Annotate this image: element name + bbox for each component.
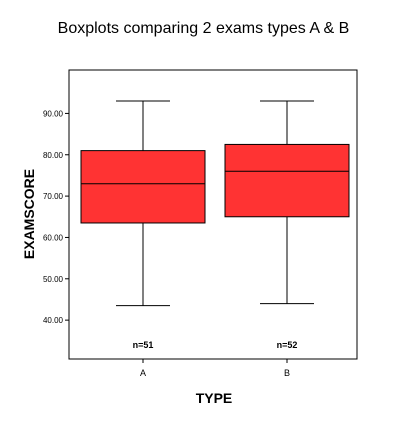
n-label: n=51 <box>133 340 154 350</box>
iqr-box <box>224 143 350 218</box>
iqr-box <box>80 150 206 224</box>
y-axis-label: EXAMSCORE <box>21 169 37 259</box>
x-tick-label: A <box>140 368 146 378</box>
y-tick-label: 90.00 <box>43 109 64 118</box>
plot-frame <box>68 69 358 360</box>
y-tick-label: 60.00 <box>43 233 64 242</box>
y-tick-label: 50.00 <box>43 275 64 284</box>
box-series: n=51 n=52 <box>80 100 350 350</box>
n-label: n=52 <box>277 340 298 350</box>
y-tick-label: 80.00 <box>43 151 64 160</box>
y-axis: 40.00 50.00 60.00 70.00 80.00 90.00 <box>43 109 69 325</box>
x-axis-label: TYPE <box>196 390 233 406</box>
y-tick-label: 40.00 <box>43 316 64 325</box>
x-tick-label: B <box>284 368 290 378</box>
box-B: n=52 <box>224 100 350 350</box>
y-tick-label: 70.00 <box>43 192 64 201</box>
box-A: n=51 <box>80 100 206 350</box>
chart-title: Boxplots comparing 2 exams types A & B <box>57 20 350 37</box>
